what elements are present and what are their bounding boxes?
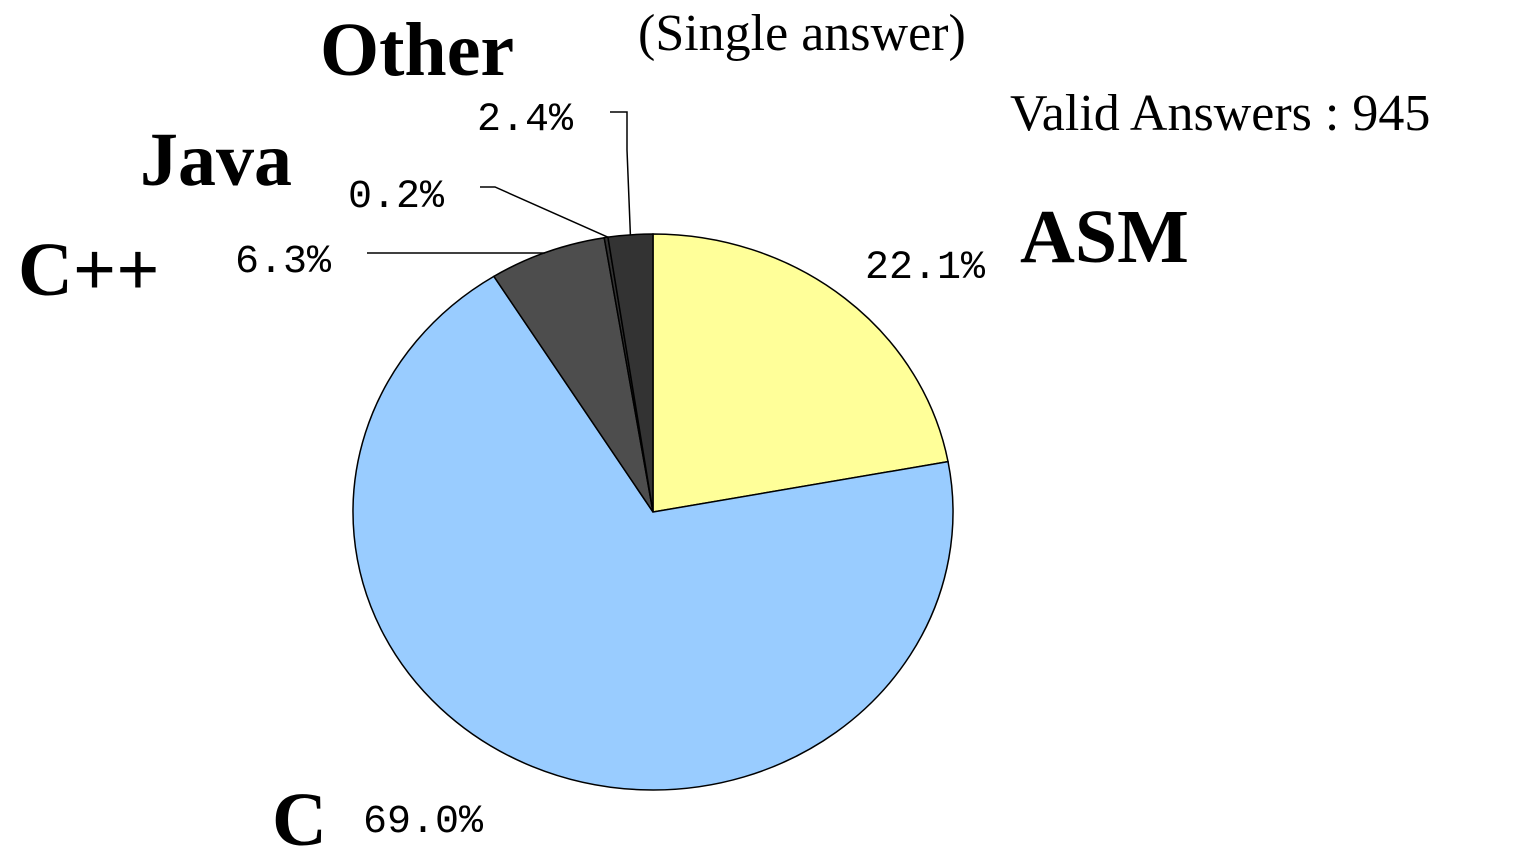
value-label: 0.2% [348, 175, 445, 220]
leader-line [610, 111, 632, 235]
pie-slice [652, 233, 949, 513]
chart-subtitle: (Single answer) [638, 5, 966, 62]
category-label: ASM [1020, 195, 1189, 279]
annotation: Valid Answers : 945 [1010, 85, 1430, 142]
category-label: Other [320, 8, 514, 92]
category-label: C [272, 778, 327, 852]
pie-slice [352, 275, 954, 791]
value-label: 6.3% [235, 240, 332, 285]
value-label: 22.1% [865, 246, 986, 291]
pie-slice [492, 236, 654, 513]
leader-line [480, 186, 609, 238]
value-label: 2.4% [477, 98, 574, 143]
pie-slice [607, 233, 654, 513]
category-label: Java [140, 118, 292, 202]
value-label: 69.0% [363, 800, 484, 845]
category-label: C++ [18, 228, 160, 312]
